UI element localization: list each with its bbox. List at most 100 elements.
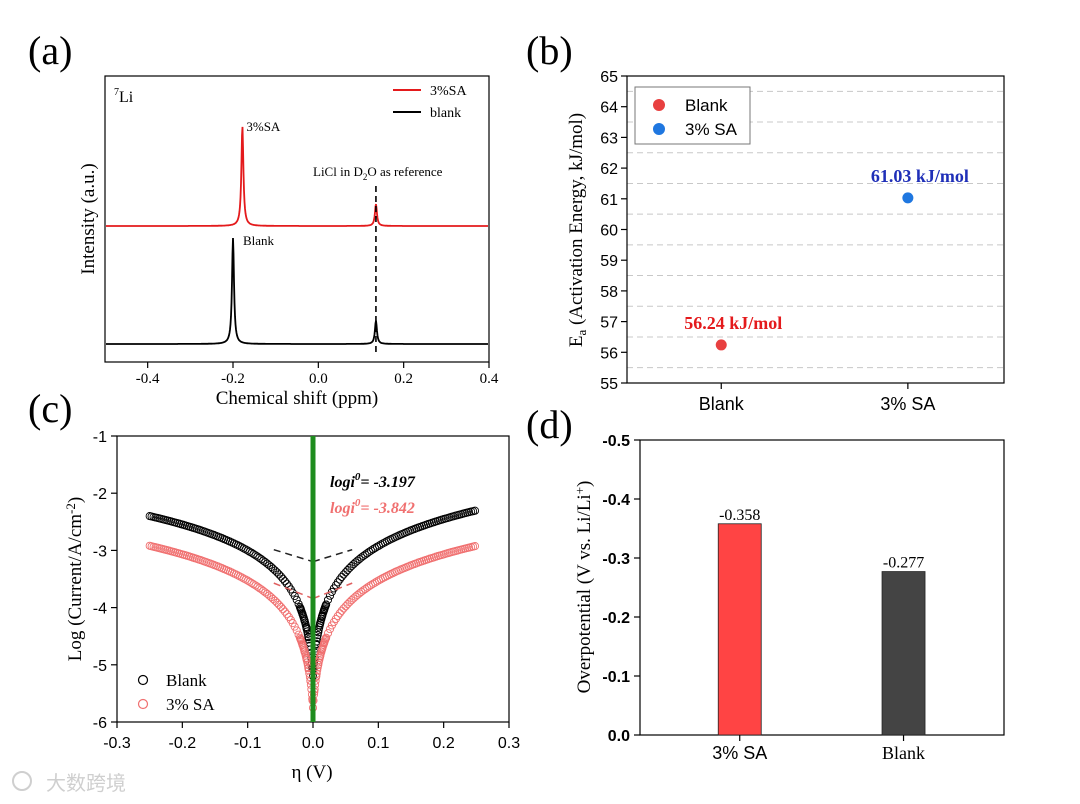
data-point-c <box>274 570 284 579</box>
panel-b: (b) 55 56 57 58 59 60 61 62 63 64 65 Blank 3% SA 56… <box>526 28 1005 414</box>
y-tick-label-b: 62 <box>600 161 618 178</box>
watermark: 大数跨境 <box>12 771 126 795</box>
y-axis-title-a: Intensity (a.u.) <box>78 163 99 274</box>
data-point-c <box>245 577 254 586</box>
tafel-fit-line <box>312 548 353 563</box>
y-tick-label-d: -0.1 <box>602 669 630 686</box>
y-tick-label-b: 58 <box>600 284 618 301</box>
data-point-c <box>243 546 252 555</box>
watermark-text: 大数跨境 <box>46 772 126 795</box>
y-tick-label-d: -0.3 <box>602 551 630 568</box>
y-tick-label-d: 0.0 <box>608 728 630 745</box>
y-tick-label-c: -1 <box>93 429 107 446</box>
y-tick-label-b: 59 <box>600 253 618 270</box>
y-tick-label-b: 55 <box>600 376 618 393</box>
watermark-logo-icon <box>12 771 32 791</box>
x-tick-label-a: 0.2 <box>394 371 413 387</box>
y-tick-label-b: 60 <box>600 223 618 240</box>
data-point-c <box>280 577 289 586</box>
data-point-3sa <box>902 192 914 204</box>
panel-c: (c) -1 -2 -3 -4 -5 -6 -0.3 -0.2 -0.1 0.0 0.1 0.2 0.… <box>28 386 520 783</box>
x-tick-label-a: 0.0 <box>309 371 328 387</box>
data-point-c <box>339 604 348 613</box>
x-tick-label-b: 3% SA <box>880 394 935 414</box>
x-tick-label-c: -0.2 <box>169 735 197 752</box>
data-point-c <box>333 611 342 621</box>
x-tick-label-d: Blank <box>882 743 925 763</box>
data-label-3sa: 61.03 kJ/mol <box>871 166 969 186</box>
y-tick-label-b: 57 <box>600 315 618 332</box>
y-tick-label-b: 56 <box>600 345 618 362</box>
y-tick-label-c: -3 <box>93 543 107 560</box>
data-point-c <box>290 622 299 631</box>
data-point-c <box>325 625 335 634</box>
legend-marker-blank-c <box>137 674 149 686</box>
x-axis-title-c: η (V) <box>291 762 332 783</box>
y-axis-title-c: Log (Current/A/cm-2) <box>63 497 86 661</box>
data-point-c <box>367 546 376 555</box>
data-point-c <box>292 595 301 604</box>
bar-value-label: -0.358 <box>719 507 760 524</box>
x-tick-label-c: -0.3 <box>103 735 131 752</box>
data-point-c <box>367 580 376 590</box>
x-tick-label-d: 3% SA <box>712 743 767 763</box>
data-point-c <box>343 566 352 575</box>
data-point-c <box>365 582 374 591</box>
y-axis-title-b: Ea (Activation Energy, kJ/mol) <box>566 113 589 347</box>
spectrum-3sa <box>106 126 488 227</box>
data-point-c <box>372 542 382 551</box>
x-tick-label-b: Blank <box>699 394 745 414</box>
logi0-3sa: logi0= -3.842 <box>330 497 415 517</box>
data-point-c <box>276 602 286 611</box>
legend-label-3sa: 3%SA <box>430 84 467 99</box>
nucleus-label: 7Li <box>114 87 134 106</box>
y-tick-label-b: 63 <box>600 130 618 147</box>
data-point-c <box>357 587 366 596</box>
data-point-c <box>278 605 287 614</box>
data-point-c <box>470 506 480 515</box>
data-point-c <box>369 579 378 588</box>
panel-a-frame <box>104 75 490 363</box>
legend-box-b <box>634 86 751 145</box>
panel-a: (a) -0.4 -0.2 0.0 0.2 0.4 7Li 3%SA Blank LiC… <box>28 28 499 409</box>
data-point-c <box>276 572 286 581</box>
y-tick-label-d: -0.4 <box>602 492 630 509</box>
y-tick-label-b: 64 <box>600 100 618 117</box>
data-point-c <box>333 578 342 587</box>
data-point-c <box>341 602 350 611</box>
panel-b-label: (b) <box>526 28 573 73</box>
panel-a-label: (a) <box>28 28 72 73</box>
x-tick-label-c: -0.1 <box>234 735 262 752</box>
data-point-c <box>337 606 346 615</box>
data-label-blank: 56.24 kJ/mol <box>684 313 782 333</box>
y-tick-label-c: -2 <box>93 486 107 503</box>
y-tick-label-c: -6 <box>93 715 107 732</box>
data-point-c <box>470 542 480 551</box>
data-point-c <box>247 578 256 588</box>
spectrum-blank <box>106 237 488 345</box>
data-point-c <box>247 548 256 557</box>
legend-marker-3sa-c <box>137 698 149 710</box>
x-tick-label-a: 0.4 <box>480 371 499 387</box>
legend-marker-blank <box>653 99 665 111</box>
legend-label-3sa-c: 3% SA <box>166 695 215 714</box>
bar-3sa <box>717 523 762 736</box>
data-point-c <box>249 580 258 589</box>
y-tick-label-b: 61 <box>600 192 618 209</box>
data-point-c <box>282 579 291 588</box>
panel-d-label: (d) <box>526 402 573 447</box>
data-point-c <box>280 607 289 616</box>
y-tick-label-c: -4 <box>93 601 107 618</box>
panel-d-frame <box>639 439 1005 736</box>
x-tick-label-c: 0.3 <box>498 735 520 752</box>
peak-label-3sa: 3%SA <box>246 119 281 134</box>
y-tick-label-b: 65 <box>600 69 618 86</box>
legend-label-3sa-b: 3% SA <box>685 120 738 139</box>
data-point-c <box>343 600 352 609</box>
data-point-c <box>341 568 350 577</box>
data-point-c <box>278 574 287 583</box>
panel-c-label: (c) <box>28 386 72 431</box>
data-point-blank <box>715 339 727 351</box>
x-tick-label-a: -0.2 <box>221 371 245 387</box>
